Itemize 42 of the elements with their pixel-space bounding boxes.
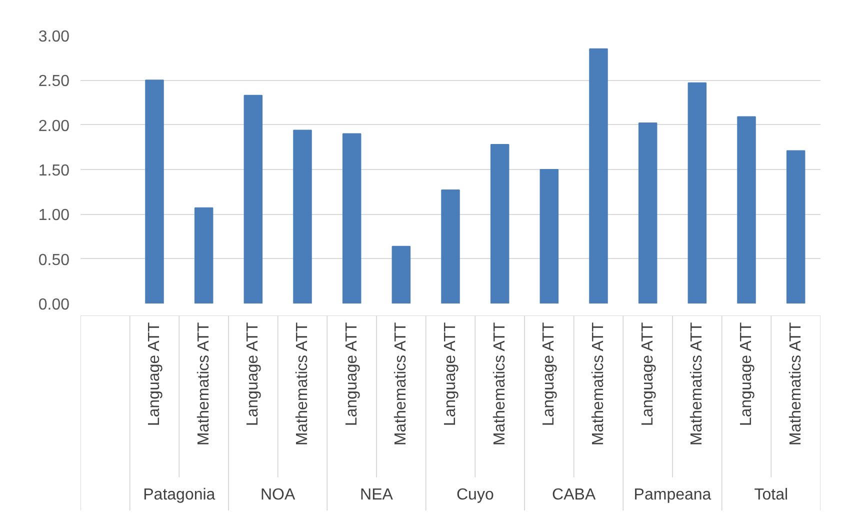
bar <box>688 82 707 304</box>
x-tick-label: Language ATT <box>639 322 656 426</box>
x-tick-label: Language ATT <box>442 322 459 426</box>
x-tick-label: Language ATT <box>244 322 262 426</box>
x-tick-label: Mathematics ATT <box>590 322 607 446</box>
bar <box>244 94 263 304</box>
y-tick-label: 2.00 <box>38 118 70 135</box>
x-tick-label: Language ATT <box>540 322 558 426</box>
text: Cuyo <box>456 486 494 504</box>
text: NOA <box>260 486 296 504</box>
y-tick-label: 2.50 <box>38 73 70 90</box>
bar <box>392 246 411 304</box>
y-tick-label: 0.50 <box>38 252 70 269</box>
text: NEA <box>360 486 394 504</box>
x-tick-label: Language ATT <box>738 322 755 426</box>
x-tick-label: Mathematics ATT <box>787 322 804 446</box>
x-tick-label: Language ATT <box>343 322 360 426</box>
text: CABA <box>552 486 596 504</box>
text: Total <box>754 486 788 504</box>
x-tick-label: Mathematics ATT <box>294 322 311 446</box>
y-tick-label: 1.00 <box>38 207 70 224</box>
bar <box>293 130 312 304</box>
bar <box>786 150 806 304</box>
x-tick-label: Mathematics ATT <box>195 322 212 446</box>
bar <box>737 116 756 304</box>
y-tick-label: 0.00 <box>38 296 70 314</box>
y-tick-label: 1.50 <box>38 162 70 180</box>
x-tick-label: Mathematics ATT <box>688 322 706 446</box>
bar <box>490 144 510 304</box>
bar <box>194 207 214 304</box>
x-tick-label: Language ATT <box>146 322 163 426</box>
bar <box>342 133 362 304</box>
text: Patagonia <box>143 486 216 504</box>
bar <box>145 80 164 304</box>
bar <box>441 190 460 304</box>
bar <box>540 169 559 304</box>
y-tick-label: 3.00 <box>38 28 70 46</box>
text: Pampeana <box>634 486 712 504</box>
bar <box>638 122 658 304</box>
x-tick-label: Mathematics ATT <box>491 322 508 446</box>
bar <box>589 48 608 304</box>
x-tick-label: Mathematics ATT <box>392 322 410 446</box>
